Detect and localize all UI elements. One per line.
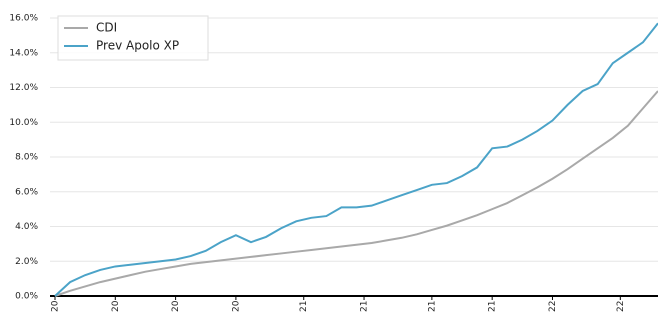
legend-box: [57, 15, 209, 61]
x-tick-label: 21: [488, 301, 498, 312]
series-line: [54, 22, 658, 297]
y-tick-label: 4.0%: [15, 222, 38, 232]
y-tick-label: 8.0%: [15, 153, 38, 163]
y-tick-label: 14.0%: [9, 48, 38, 58]
legend-label: CDI: [96, 21, 117, 35]
legend-label: Prev Apolo XP: [96, 39, 179, 53]
x-tick-label: 22: [616, 301, 626, 312]
x-tick-label: 21: [360, 301, 370, 312]
y-tick-label: 0.0%: [15, 292, 38, 302]
x-tick-label: 20: [51, 300, 61, 312]
x-tick-label: 20: [231, 300, 241, 312]
x-tick-label: 21: [299, 301, 309, 312]
y-tick-label: 6.0%: [15, 187, 38, 197]
y-tick-label: 12.0%: [9, 83, 38, 93]
x-tick-label: 20: [171, 300, 181, 312]
x-tick-label: 22: [548, 301, 558, 312]
x-tick-label: 21: [427, 301, 437, 312]
legend: CDI Prev Apolo XP: [57, 15, 209, 61]
y-tick-label: 10.0%: [9, 118, 38, 128]
x-tick-label: 20: [111, 300, 121, 312]
y-tick-label: 2.0%: [15, 257, 38, 267]
series-line: [54, 90, 658, 297]
y-tick-label: 16.0%: [9, 14, 38, 24]
